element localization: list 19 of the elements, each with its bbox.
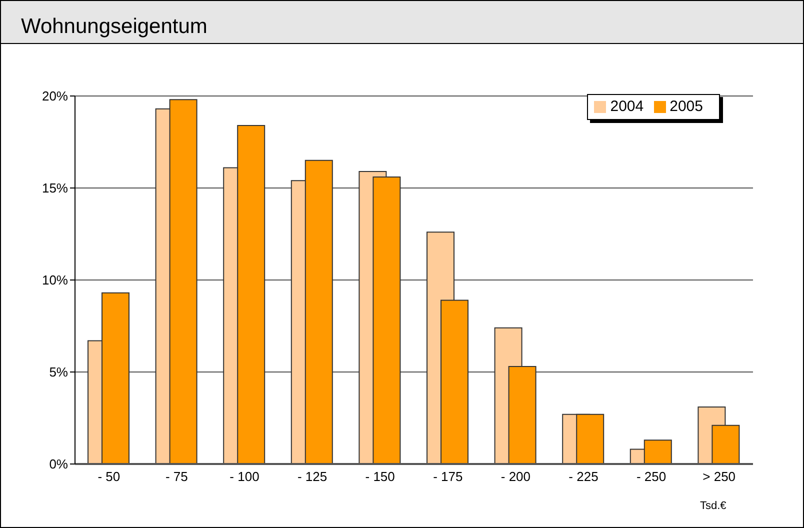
x-tick-label: - 150 (365, 469, 395, 484)
legend-label: 2004 (610, 98, 644, 115)
text: Tsd.€ (700, 500, 726, 512)
x-tick-label: - 200 (500, 469, 531, 484)
x-tick-label: - 125 (297, 469, 328, 484)
y-tick-label: 0% (49, 456, 68, 472)
y-tick-label: 15% (42, 180, 68, 196)
x-tick-label: - 50 (98, 469, 120, 484)
x-tick-label: - 100 (230, 469, 260, 484)
chart-title: Wohnungseigentum (21, 15, 208, 39)
x-tick-label: - 225 (568, 469, 598, 484)
x-tick-label: - 75 (165, 469, 188, 484)
x-tick-label: - 250 (636, 469, 666, 484)
x-tick-label: - 175 (433, 469, 463, 484)
y-tick-label: 5% (49, 364, 68, 380)
legend-label: 2005 (670, 98, 703, 115)
x-tick-label: > 250 (702, 469, 736, 484)
y-tick-label: 10% (42, 272, 68, 288)
y-tick-label: 20% (42, 88, 68, 104)
